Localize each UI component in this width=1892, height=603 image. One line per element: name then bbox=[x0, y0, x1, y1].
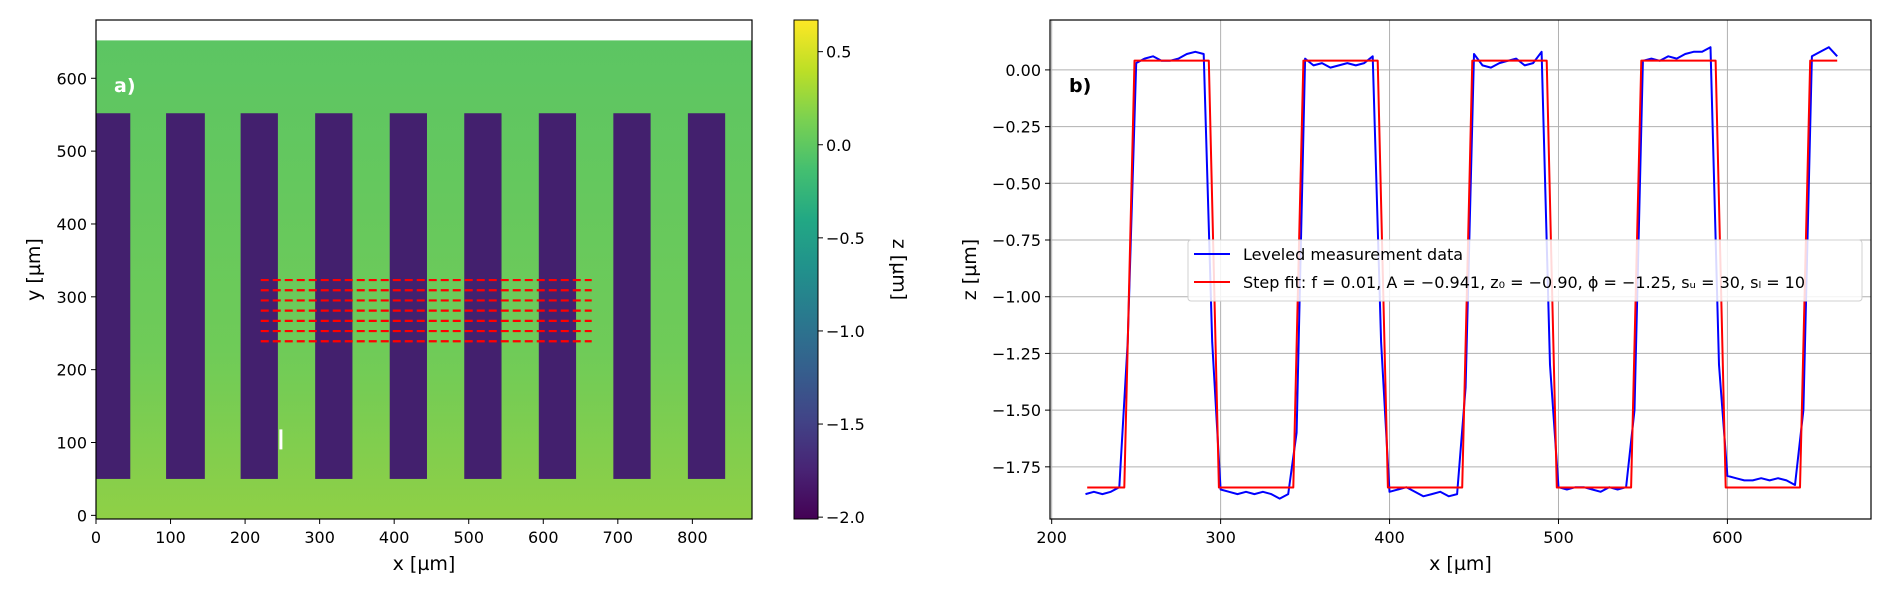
colorbar-gradient bbox=[793, 19, 819, 520]
x-tick-label: 800 bbox=[677, 528, 708, 547]
heatmap-panel-a: 0 100 200 300 400 500 600 700 800 0 100 200 300 400 50… bbox=[23, 19, 753, 575]
y-tick-label: −1.00 bbox=[992, 288, 1041, 307]
x-tick-label: 200 bbox=[1036, 528, 1067, 547]
y-tick-label: −1.25 bbox=[992, 344, 1041, 363]
heatmap-trench bbox=[166, 113, 205, 479]
x-tick-label: 400 bbox=[1374, 528, 1405, 547]
x-axis-label: x [µm] bbox=[1429, 553, 1492, 575]
x-tick-label: 100 bbox=[155, 528, 186, 547]
heatmap-trench bbox=[315, 113, 353, 479]
colorbar-tick-label: −1.5 bbox=[826, 415, 865, 434]
x-tick-label: 400 bbox=[379, 528, 410, 547]
colorbar-tick-label: −2.0 bbox=[826, 508, 865, 527]
y-tick-label: −1.75 bbox=[992, 458, 1041, 477]
y-tick-label: 300 bbox=[56, 288, 87, 307]
y-tick-label: 600 bbox=[56, 69, 87, 88]
axes-frame bbox=[1049, 19, 1872, 520]
heatmap-trench bbox=[389, 113, 427, 479]
y-axis-label: y [µm] bbox=[23, 238, 45, 301]
x-tick-label: 300 bbox=[1205, 528, 1236, 547]
y-tick-label: −0.50 bbox=[992, 174, 1041, 193]
y-tick-label: 200 bbox=[56, 361, 87, 380]
panel-label-a: a) bbox=[114, 75, 136, 97]
heatmap-artifact bbox=[279, 429, 283, 450]
y-tick-label: −1.50 bbox=[992, 401, 1041, 420]
colorbar-tick-label: 0.5 bbox=[826, 43, 851, 62]
x-tick-label: 600 bbox=[528, 528, 559, 547]
heatmap-trench bbox=[538, 113, 577, 479]
heatmap-trench bbox=[613, 113, 651, 479]
panel-label-b: b) bbox=[1069, 75, 1091, 97]
heatmap-image bbox=[96, 40, 752, 519]
y-tick-label: 400 bbox=[56, 215, 87, 234]
y-tick-label: 0 bbox=[77, 506, 87, 525]
heatmap-trench bbox=[96, 113, 131, 479]
x-tick-label: 700 bbox=[603, 528, 634, 547]
x-tick-label: 300 bbox=[304, 528, 335, 547]
colorbar-tick-label: 0.0 bbox=[826, 136, 851, 155]
x-tick-label: 500 bbox=[453, 528, 484, 547]
legend-box bbox=[1187, 239, 1863, 302]
line-panel-b: 200 300 400 500 600 0.00 −0.25 −0.50 −0.75 −1.00 −… bbox=[959, 19, 1872, 575]
legend: Leveled measurement data Step fit: f = 0.… bbox=[1187, 239, 1863, 302]
legend-entry: Leveled measurement data bbox=[1243, 245, 1463, 264]
y-tick-label: −0.75 bbox=[992, 231, 1041, 250]
heatmap-trench bbox=[687, 113, 726, 479]
colorbar: 0.5 0.0 −0.5 −1.0 −1.5 −2.0 z [µm] bbox=[793, 19, 910, 527]
colorbar-label: z [µm] bbox=[888, 239, 910, 300]
y-tick-label: 0.00 bbox=[1005, 61, 1041, 80]
x-tick-label: 500 bbox=[1543, 528, 1574, 547]
x-tick-label: 0 bbox=[91, 528, 101, 547]
y-tick-label: 500 bbox=[56, 142, 87, 161]
y-axis-label: z [µm] bbox=[959, 239, 981, 300]
y-tick-label: 100 bbox=[56, 434, 87, 453]
colorbar-tick-label: −1.0 bbox=[826, 322, 865, 341]
y-tick-label: −0.25 bbox=[992, 118, 1041, 137]
x-axis-label: x [µm] bbox=[393, 553, 456, 575]
colorbar-tick-label: −0.5 bbox=[826, 229, 865, 248]
heatmap-trench bbox=[240, 113, 278, 479]
legend-entry: Step fit: f = 0.01, A = −0.941, z₀ = −0.… bbox=[1243, 273, 1805, 292]
heatmap-trench bbox=[464, 113, 502, 479]
x-tick-label: 600 bbox=[1712, 528, 1743, 547]
axes-frame bbox=[95, 19, 753, 520]
x-tick-label: 200 bbox=[230, 528, 261, 547]
